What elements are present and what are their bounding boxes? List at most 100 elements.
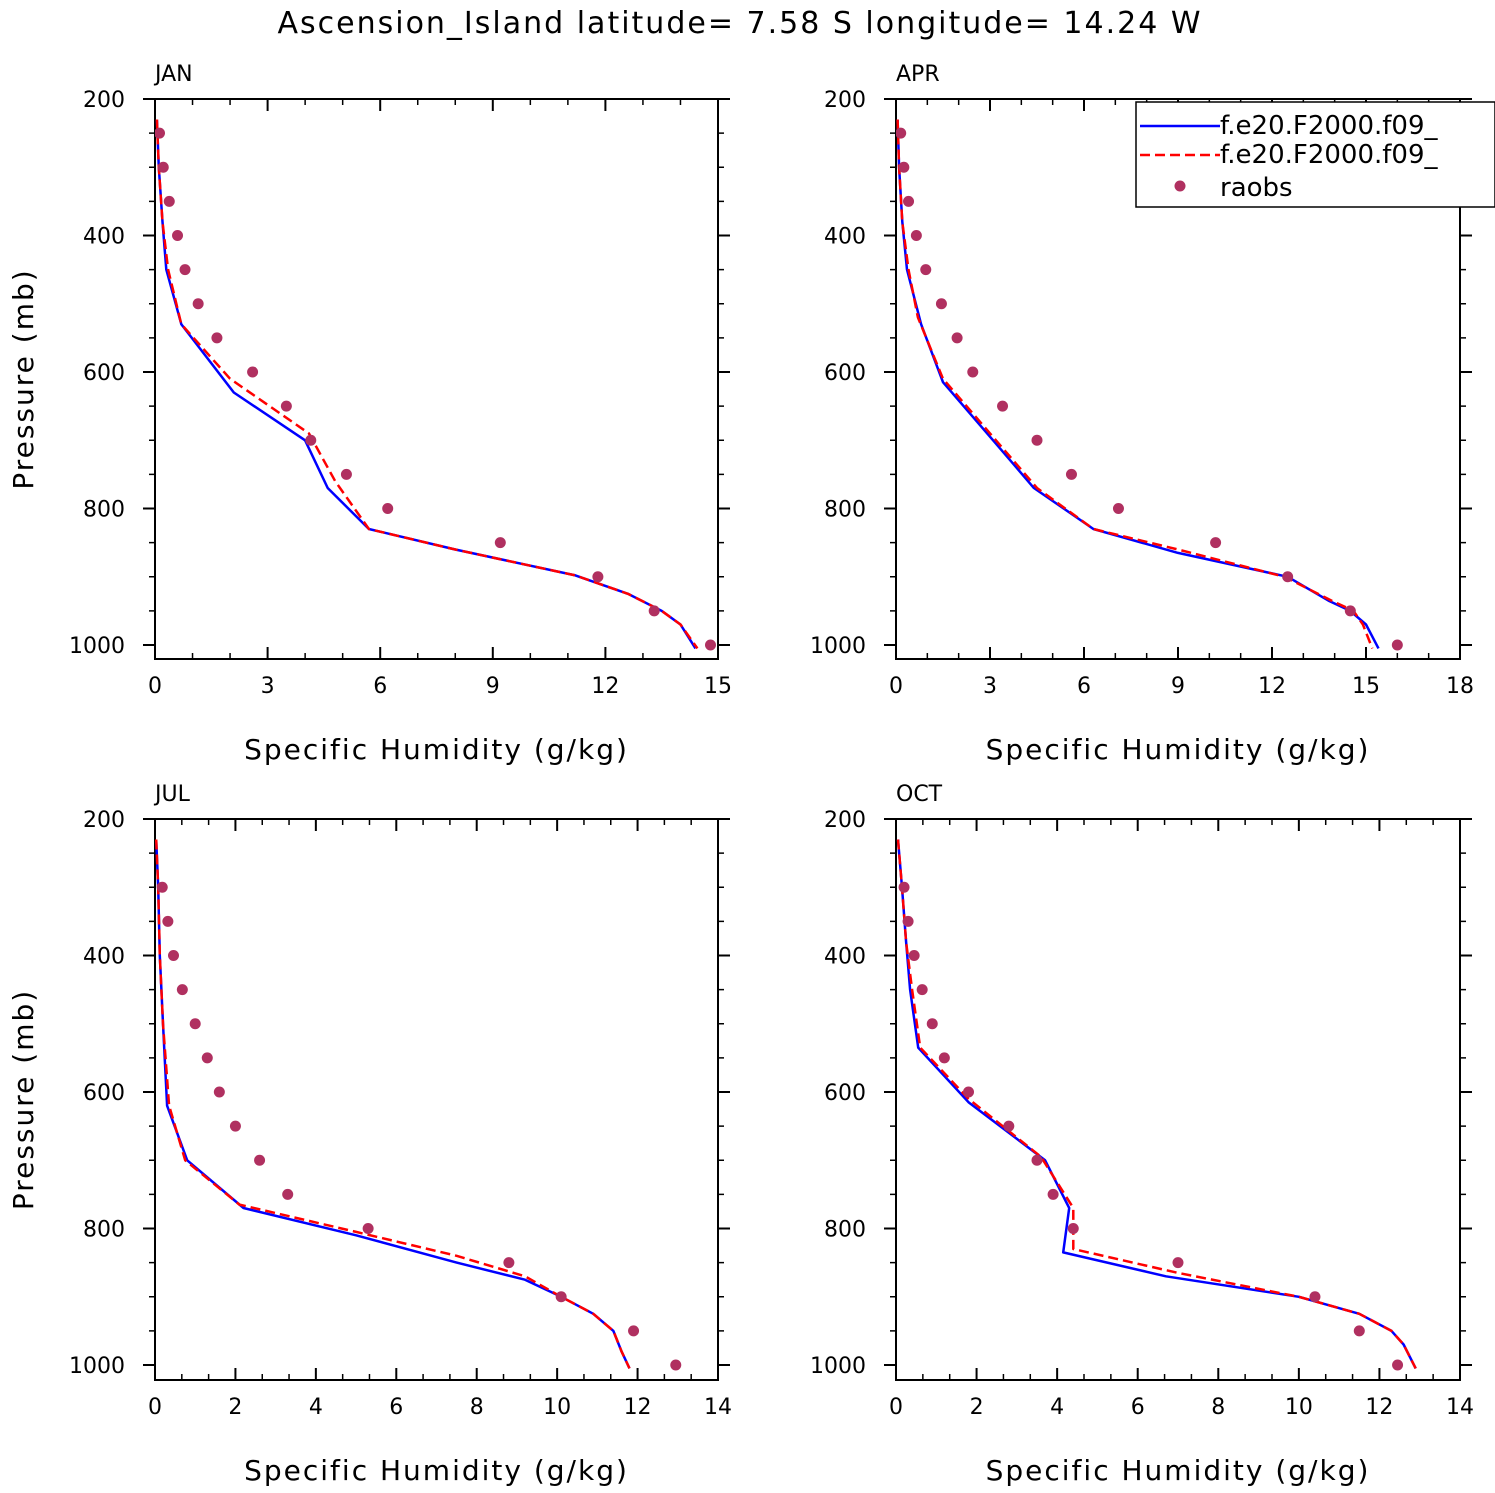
x-tick-label: 6 xyxy=(389,1395,403,1420)
raobs-point xyxy=(938,1052,950,1064)
x-tick-label: 15 xyxy=(1352,674,1380,699)
x-tick-label: 4 xyxy=(309,1395,323,1420)
x-tick-label: 10 xyxy=(1285,1395,1313,1420)
raobs-point xyxy=(967,366,979,378)
main-title: Ascension_Island latitude= 7.58 S longit… xyxy=(277,6,1202,41)
raobs-point xyxy=(156,881,168,893)
raobs-point xyxy=(648,605,660,617)
y-tick-label: 800 xyxy=(824,1218,866,1243)
y-axis-label: Pressure (mb) xyxy=(7,989,40,1210)
model-solid-line xyxy=(896,839,1417,1369)
y-tick-label: 400 xyxy=(83,945,125,970)
raobs-point xyxy=(908,950,920,961)
plot-area xyxy=(896,839,1417,1371)
y-tick-label: 600 xyxy=(83,361,125,386)
plot-area xyxy=(155,119,716,651)
x-tick-label: 10 xyxy=(543,1395,571,1420)
raobs-point xyxy=(926,1018,938,1030)
x-tick-label: 0 xyxy=(148,1395,162,1420)
raobs-point xyxy=(1210,537,1222,549)
raobs-point xyxy=(201,1052,213,1064)
raobs-point xyxy=(1112,503,1124,514)
raobs-point xyxy=(916,984,928,996)
raobs-point xyxy=(229,1120,241,1132)
raobs-point xyxy=(1065,468,1077,480)
y-tick-label: 800 xyxy=(824,498,866,523)
raobs-point xyxy=(1391,639,1403,651)
x-tick-label: 3 xyxy=(261,674,275,699)
x-tick-label: 2 xyxy=(228,1395,242,1420)
raobs-point xyxy=(935,298,947,310)
raobs-point xyxy=(555,1291,567,1303)
x-tick-label: 0 xyxy=(889,674,903,699)
plot-frame xyxy=(154,818,719,1381)
x-tick-label: 14 xyxy=(704,1395,732,1420)
raobs-point xyxy=(628,1325,640,1337)
raobs-point xyxy=(213,1086,225,1098)
raobs-point xyxy=(179,264,191,276)
model-dashed-line xyxy=(155,839,631,1369)
legend: f.e20.F2000.f09_f.e20.F2000.f09_raobs xyxy=(1135,101,1495,208)
x-tick-label: 15 xyxy=(704,674,732,699)
model-dashed-line xyxy=(896,119,1374,649)
panel-title: OCT xyxy=(896,782,943,807)
raobs-point xyxy=(503,1257,515,1269)
raobs-point xyxy=(1309,1291,1321,1303)
x-tick-label: 18 xyxy=(1446,674,1474,699)
y-tick-label: 600 xyxy=(824,1081,866,1106)
x-tick-label: 0 xyxy=(148,674,162,699)
legend-label: f.e20.F2000.f09_ xyxy=(1220,140,1438,170)
y-tick-label: 200 xyxy=(824,808,866,833)
x-tick-label: 14 xyxy=(1446,1395,1474,1420)
panel-jan: JAN 0 3 6 9 12 15 200 400 600 800 1000 Specific Humi… xyxy=(7,62,732,766)
raobs-point xyxy=(1282,571,1294,583)
y-axis-label: Pressure (mb) xyxy=(7,268,40,489)
x-tick-label: 0 xyxy=(889,1395,903,1420)
plot-area xyxy=(155,839,682,1371)
x-tick-label: 6 xyxy=(1077,674,1091,699)
x-tick-label: 12 xyxy=(591,674,619,699)
x-axis-label: Specific Humidity (g/kg) xyxy=(244,1454,629,1487)
plot-area xyxy=(896,119,1403,651)
raobs-point xyxy=(898,881,910,893)
raobs-point xyxy=(898,161,910,173)
plot-frame xyxy=(154,98,719,660)
raobs-point xyxy=(340,468,352,480)
y-tick-label: 600 xyxy=(83,1081,125,1106)
x-tick-label: 6 xyxy=(373,674,387,699)
raobs-point xyxy=(211,332,223,344)
model-dashed-line xyxy=(896,839,1417,1369)
legend-label: f.e20.F2000.f09_ xyxy=(1220,111,1438,141)
y-tick-label: 800 xyxy=(83,498,125,523)
y-tick-label: 1000 xyxy=(69,634,125,659)
raobs-point xyxy=(1031,434,1043,446)
model-dashed-line xyxy=(155,119,699,650)
raobs-point xyxy=(167,950,179,961)
panel-title: JAN xyxy=(153,62,193,87)
x-axis-label: Specific Humidity (g/kg) xyxy=(986,733,1371,766)
raobs-point xyxy=(920,264,932,276)
x-tick-label: 3 xyxy=(983,674,997,699)
raobs-point xyxy=(254,1154,266,1166)
raobs-point xyxy=(155,127,166,139)
raobs-point xyxy=(910,230,922,241)
raobs-point xyxy=(282,1188,294,1200)
y-tick-label: 400 xyxy=(824,225,866,250)
y-tick-label: 400 xyxy=(83,225,125,250)
raobs-point xyxy=(163,195,175,207)
raobs-point xyxy=(704,639,716,651)
panel-title: JUL xyxy=(153,782,191,807)
raobs-point xyxy=(1344,605,1356,617)
y-tick-label: 400 xyxy=(824,945,866,970)
x-tick-label: 12 xyxy=(1258,674,1286,699)
x-tick-label: 2 xyxy=(970,1395,984,1420)
raobs-point xyxy=(902,915,914,927)
plot-frame xyxy=(895,818,1461,1381)
raobs-point xyxy=(382,503,394,514)
raobs-point xyxy=(280,400,292,412)
raobs-point xyxy=(1172,1257,1184,1269)
raobs-point xyxy=(494,537,506,549)
x-tick-label: 6 xyxy=(1131,1395,1145,1420)
raobs-point xyxy=(189,1018,201,1030)
